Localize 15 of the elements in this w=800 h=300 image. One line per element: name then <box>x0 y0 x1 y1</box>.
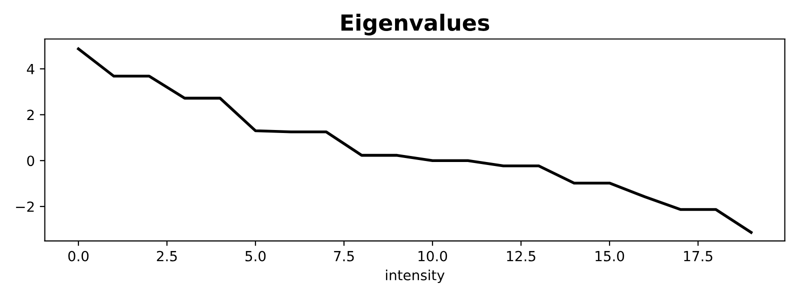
y-tick-label: 2 <box>27 110 34 120</box>
x-tick-label: 5.0 <box>246 250 266 262</box>
y-tick-label: 4 <box>26 64 34 74</box>
x-tick-label: 17.5 <box>684 251 712 262</box>
chart-title: Eigenvalues <box>341 14 490 36</box>
x-tick-label: 2.5 <box>156 250 177 262</box>
x-tick-label: 12.5 <box>507 250 536 262</box>
x-axis-title: intensity <box>386 270 444 284</box>
x-tick-label: 10.0 <box>418 250 448 262</box>
x-tick-label: 7.5 <box>334 251 354 262</box>
y-tick-label: −2 <box>16 201 34 212</box>
x-tick-label: 15.0 <box>596 250 624 262</box>
x-tick-label: 0.0 <box>68 250 89 262</box>
y-tick-label: 0 <box>27 156 34 166</box>
line-series <box>77 47 753 234</box>
